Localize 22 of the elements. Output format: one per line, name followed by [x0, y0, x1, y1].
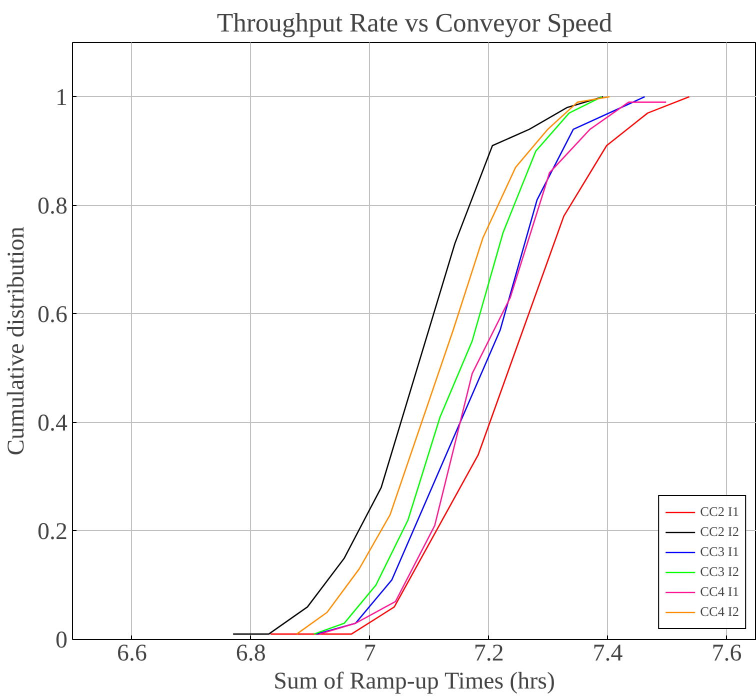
y-tick-label: 0.8 [38, 193, 68, 220]
x-tick-label: 7.4 [592, 640, 623, 666]
x-tick-label: 7 [364, 640, 376, 666]
legend-label: CC4 I2 [700, 603, 739, 621]
x-tick-label: 7.2 [474, 640, 504, 666]
legend-label: CC3 I1 [700, 543, 739, 561]
y-tick-label: 0.2 [38, 518, 68, 545]
y-tick-label: 0.4 [38, 410, 68, 436]
x-axis-title: Sum of Ramp-up Times (hrs) [274, 668, 555, 694]
y-tick-label: 0.6 [38, 302, 68, 328]
chart-title: Throughput Rate vs Conveyor Speed [216, 8, 612, 38]
legend-label: CC3 I2 [700, 563, 739, 581]
legend-label: CC4 I1 [700, 583, 739, 601]
legend-label: CC2 I1 [700, 503, 739, 521]
y-tick-label: 1 [56, 84, 68, 111]
x-tick-label: 6.8 [236, 640, 266, 666]
y-axis-title: Cumulative distribution [4, 226, 30, 456]
line-series [270, 96, 690, 635]
legend-label: CC2 I2 [700, 523, 739, 541]
y-tick-label: 0 [56, 628, 68, 654]
x-tick-label: 6.6 [116, 640, 147, 666]
x-tick-label: 7.6 [712, 640, 742, 666]
